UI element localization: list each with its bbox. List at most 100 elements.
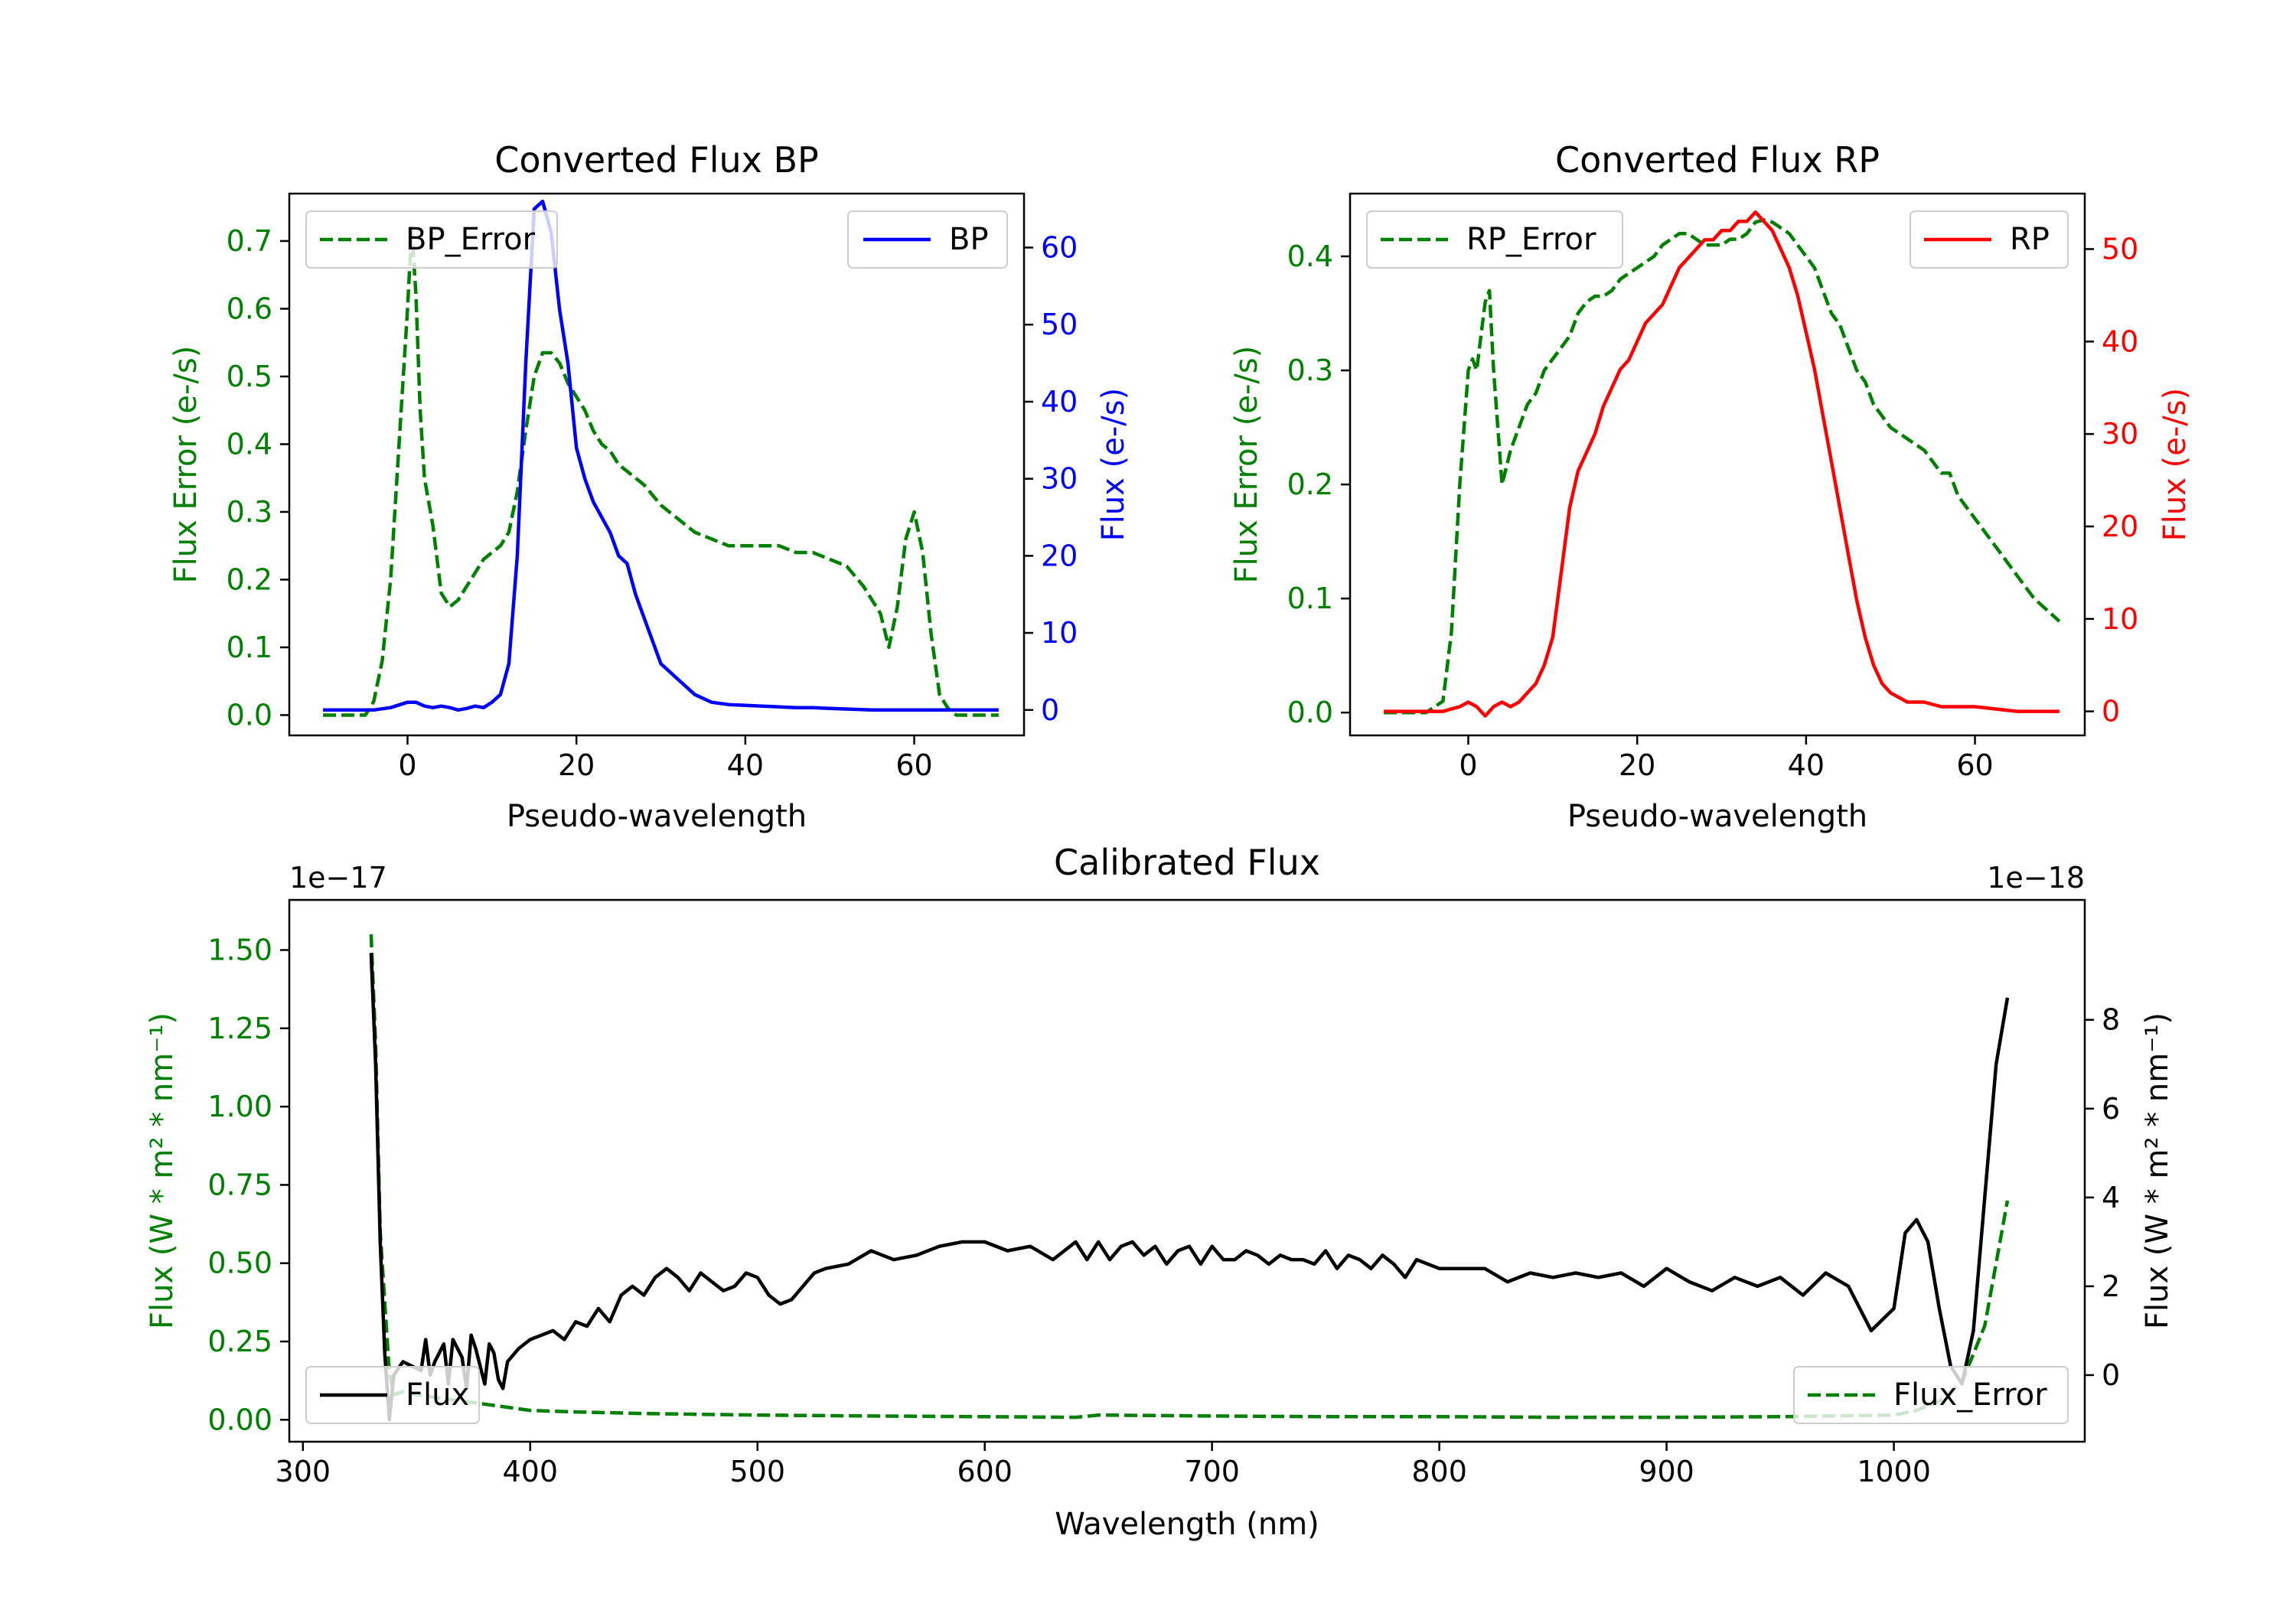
x-tick-label: 60 — [895, 748, 932, 782]
y-tick-label-right: 50 — [1041, 308, 1078, 341]
series-bp — [323, 199, 999, 712]
y-tick-label-right: 6 — [2102, 1092, 2120, 1126]
y-tick-label-right: 0 — [2102, 695, 2120, 729]
panel-calibrated-y-label-left: Flux (W * m² * nm⁻¹) — [145, 1012, 180, 1329]
panel-bp-legend-left: BP_Error — [305, 210, 558, 269]
panel-bp-y-ticks-left: 0.0 0.1 0.2 0.3 0.4 0.5 0.6 0.7 — [227, 224, 289, 732]
x-tick-label: 600 — [957, 1455, 1013, 1488]
x-tick-label: 40 — [1788, 748, 1825, 782]
panel-rp-title: Converted Flux RP — [1555, 139, 1880, 181]
panel-rp-legend-right-label: RP — [2010, 222, 2050, 257]
panel-calibrated-plot — [369, 934, 2010, 1422]
panel-calibrated-legend-left-label: Flux — [406, 1377, 469, 1413]
y-tick-label-left: 0.3 — [1287, 354, 1333, 387]
panel-bp-frame — [288, 192, 1026, 737]
panel-rp-x-label: Pseudo-wavelength — [1567, 799, 1867, 834]
panel-bp-legend-right-label: BP — [949, 222, 989, 257]
y-tick-label-left: 1.50 — [207, 933, 272, 966]
panel-bp-title: Converted Flux BP — [494, 139, 819, 181]
y-tick-label-right: 20 — [1041, 539, 1078, 572]
y-tick-label-right: 50 — [2102, 232, 2138, 266]
x-tick-label: 1000 — [1857, 1455, 1931, 1488]
y-tick-label-right: 0 — [2102, 1358, 2120, 1392]
y-tick-label-left: 1.00 — [207, 1090, 272, 1123]
x-tick-label: 20 — [1619, 748, 1655, 782]
x-tick-label: 500 — [729, 1455, 785, 1488]
y-tick-label-right: 4 — [2102, 1181, 2120, 1214]
x-tick-label: 900 — [1639, 1455, 1694, 1488]
series-flux-error — [369, 934, 2010, 1420]
panel-calibrated-legend-right: Flux_Error — [1793, 1366, 2069, 1424]
panel-calibrated-title: Calibrated Flux — [1054, 842, 1320, 883]
y-tick-label-left: 0.75 — [207, 1168, 272, 1201]
y-tick-label-left: 0.1 — [227, 631, 272, 664]
panel-rp-legend-right: RP — [1910, 210, 2069, 269]
y-tick-label-right: 20 — [2102, 510, 2138, 543]
y-tick-label-left: 0.2 — [1287, 468, 1333, 501]
y-tick-label-left: 0.3 — [227, 495, 272, 529]
y-tick-label-right: 40 — [2102, 324, 2138, 358]
y-tick-label-left: 0.4 — [1287, 240, 1333, 273]
y-tick-label-right: 60 — [1041, 230, 1078, 264]
x-tick-label: 60 — [1956, 748, 1993, 782]
series-flux — [369, 953, 2010, 1422]
x-tick-label: 300 — [276, 1455, 331, 1488]
y-tick-label-right: 0 — [1041, 693, 1059, 727]
panel-rp-y-ticks-left: 0.0 0.1 0.2 0.3 0.4 — [1287, 240, 1350, 729]
panel-rp-plot — [1384, 210, 2061, 718]
y-tick-label-right: 10 — [1041, 616, 1078, 650]
y-tick-label-left: 0.2 — [227, 562, 272, 596]
panel-bp-y-ticks-right: 0 10 20 30 40 50 60 — [1024, 230, 1078, 727]
y-tick-label-left: 0.50 — [207, 1247, 272, 1280]
panel-rp-x-ticks: 0 20 40 60 — [1459, 735, 1994, 782]
panel-bp-y-label-right: Flux (e-/s) — [1096, 388, 1131, 541]
y-tick-label-left: 0.7 — [227, 224, 272, 258]
panel-calibrated-x-ticks: 300 400 500 600 700 800 900 1000 — [276, 1442, 1931, 1488]
panel-rp-legend-left: RP_Error — [1366, 210, 1623, 269]
panel-bp-y-label-left: Flux Error (e-/s) — [168, 346, 204, 584]
panel-calibrated-legend-right-label: Flux_Error — [1893, 1377, 2047, 1413]
panel-rp-frame — [1349, 192, 2086, 737]
panel-bp-legend-right: BP — [847, 210, 1008, 269]
x-tick-label: 400 — [503, 1455, 559, 1488]
x-tick-label: 0 — [398, 748, 416, 782]
y-tick-label-left: 0.0 — [227, 698, 272, 732]
x-tick-label: 700 — [1184, 1455, 1240, 1488]
panel-calibrated-legend-left: Flux — [305, 1366, 480, 1424]
panel-calibrated-offset-left: 1e−17 — [289, 861, 387, 895]
panel-rp-y-label-right: Flux (e-/s) — [2157, 388, 2193, 541]
panel-bp: Converted Flux BP 0 20 40 60 0.00.10.20.30.… — [168, 139, 1131, 834]
series-bp-error — [323, 226, 999, 717]
panel-rp-y-ticks-right: 0 10 20 30 40 50 — [2085, 232, 2138, 729]
y-tick-label-right: 10 — [2102, 602, 2138, 636]
y-tick-label-left: 0.4 — [227, 427, 272, 461]
panel-bp-plot — [323, 199, 999, 717]
x-tick-label: 0 — [1459, 748, 1477, 782]
y-tick-label-left: 0.6 — [227, 292, 272, 325]
y-tick-label-right: 30 — [2102, 417, 2138, 451]
y-tick-label-left: 0.5 — [227, 360, 272, 393]
y-tick-label-right: 2 — [2102, 1270, 2120, 1303]
y-tick-label-left: 1.25 — [207, 1012, 272, 1045]
y-tick-label-left: 0.00 — [207, 1403, 272, 1436]
x-tick-label: 40 — [727, 748, 764, 782]
y-tick-label-right: 8 — [2102, 1003, 2120, 1037]
y-tick-label-right: 30 — [1041, 462, 1078, 496]
y-tick-label-left: 0.1 — [1287, 582, 1333, 615]
y-tick-label-left: 0.25 — [207, 1325, 272, 1358]
panel-rp-y-label-left: Flux Error (e-/s) — [1229, 346, 1264, 584]
panel-calibrated-y-ticks-right: 0 2 4 6 8 — [2085, 1003, 2120, 1392]
panel-rp: Converted Flux RP 0 20 40 60 0.00.10.20.30.… — [1229, 139, 2193, 834]
series-rp — [1384, 210, 2060, 718]
panel-calibrated-x-label: Wavelength (nm) — [1055, 1507, 1319, 1542]
panel-bp-x-ticks: 0 20 40 60 — [398, 735, 933, 782]
panel-rp-legend-left-label: RP_Error — [1466, 222, 1596, 257]
panel-calibrated: Calibrated Flux 300 400 500 600 700 800 900 100… — [145, 842, 2175, 1542]
x-tick-label: 800 — [1411, 1455, 1467, 1488]
panel-calibrated-offset-right: 1e−18 — [1987, 861, 2085, 895]
panel-calibrated-y-label-right: Flux (W * m² * nm⁻¹) — [2140, 1012, 2175, 1329]
x-tick-label: 20 — [558, 748, 595, 782]
panel-bp-x-label: Pseudo-wavelength — [507, 799, 807, 834]
panel-calibrated-frame — [288, 898, 2086, 1443]
